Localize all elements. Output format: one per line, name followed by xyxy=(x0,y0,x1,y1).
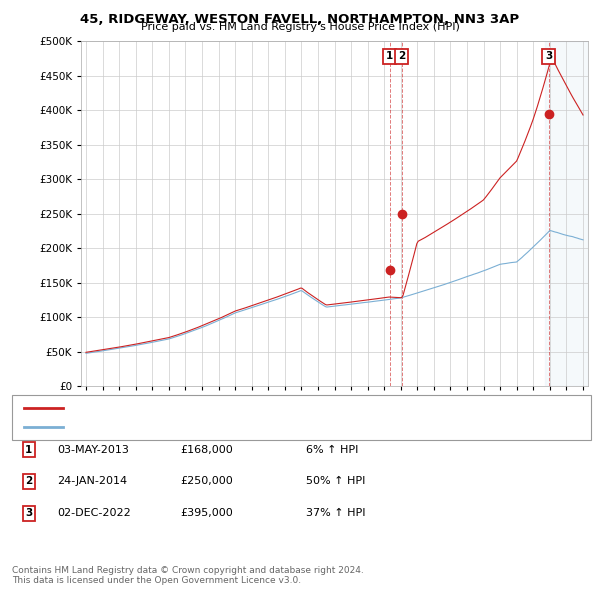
Text: £395,000: £395,000 xyxy=(180,509,233,518)
Text: 50% ↑ HPI: 50% ↑ HPI xyxy=(306,477,365,486)
Text: 2: 2 xyxy=(25,477,32,486)
Text: 45, RIDGEWAY, WESTON FAVELL, NORTHAMPTON, NN3 3AP: 45, RIDGEWAY, WESTON FAVELL, NORTHAMPTON… xyxy=(80,13,520,26)
Text: 2: 2 xyxy=(398,51,406,61)
Text: 1: 1 xyxy=(25,445,32,454)
Text: 1: 1 xyxy=(386,51,394,61)
Text: Price paid vs. HM Land Registry's House Price Index (HPI): Price paid vs. HM Land Registry's House … xyxy=(140,22,460,32)
Text: 45, RIDGEWAY, WESTON FAVELL, NORTHAMPTON, NN3 3AP (semi-detached house): 45, RIDGEWAY, WESTON FAVELL, NORTHAMPTON… xyxy=(69,403,474,412)
Text: 3: 3 xyxy=(25,509,32,518)
Text: 03-MAY-2013: 03-MAY-2013 xyxy=(57,445,129,454)
Text: 3: 3 xyxy=(545,51,552,61)
Text: HPI: Average price, semi-detached house, West Northamptonshire: HPI: Average price, semi-detached house,… xyxy=(69,422,393,432)
Text: 02-DEC-2022: 02-DEC-2022 xyxy=(57,509,131,518)
Text: 6% ↑ HPI: 6% ↑ HPI xyxy=(306,445,358,454)
Text: 24-JAN-2014: 24-JAN-2014 xyxy=(57,477,127,486)
Text: This data is licensed under the Open Government Licence v3.0.: This data is licensed under the Open Gov… xyxy=(12,576,301,585)
Text: 37% ↑ HPI: 37% ↑ HPI xyxy=(306,509,365,518)
Text: Contains HM Land Registry data © Crown copyright and database right 2024.: Contains HM Land Registry data © Crown c… xyxy=(12,566,364,575)
Bar xyxy=(545,41,588,386)
Text: £250,000: £250,000 xyxy=(180,477,233,486)
Text: £168,000: £168,000 xyxy=(180,445,233,454)
